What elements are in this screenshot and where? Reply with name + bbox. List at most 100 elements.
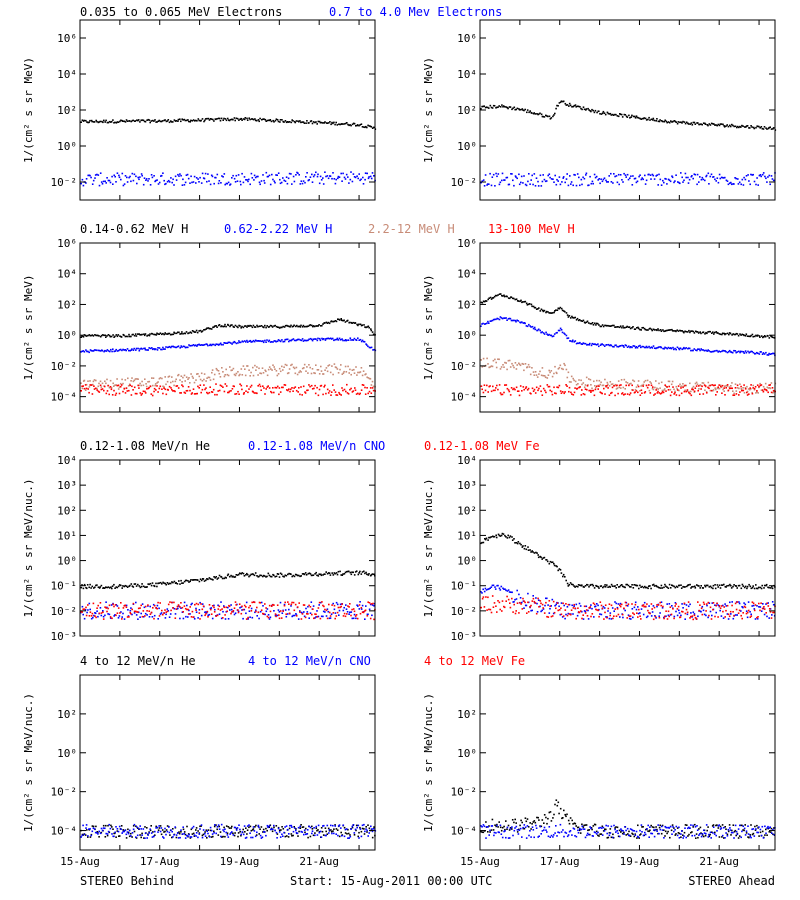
data-point [115,586,118,588]
data-point [540,185,543,187]
data-point [482,596,485,598]
data-point [480,385,483,387]
data-point [239,606,241,609]
data-point [295,366,298,369]
data-point [598,385,600,387]
data-point [701,385,703,388]
data-point [738,584,741,587]
data-point [179,118,181,120]
y-tick-label: 10⁰ [457,555,477,568]
data-point [185,579,188,582]
data-point [749,335,752,338]
data-point [644,117,647,120]
data-point [488,183,490,185]
data-point [558,366,561,369]
data-point [242,118,245,120]
data-point [200,614,203,617]
data-point [184,607,187,610]
data-point [732,617,735,620]
data-point [528,303,531,305]
data-point [724,603,726,605]
data-point [164,348,166,350]
data-point [756,391,758,393]
data-point [269,341,272,343]
data-point [230,574,232,577]
data-point [656,604,658,606]
y-tick-label: 10⁻⁴ [451,391,478,404]
data-point [527,611,530,613]
data-point [366,172,368,175]
data-point [536,602,538,605]
data-point [545,115,548,117]
data-point [281,365,283,368]
data-point [316,574,318,577]
data-point [742,125,744,127]
data-point [618,183,620,186]
data-point [283,576,285,578]
data-point [682,347,685,350]
data-point [154,384,156,387]
data-point [531,367,533,369]
data-point [673,330,675,332]
data-point [245,341,247,343]
data-point [104,836,107,838]
data-point [492,536,495,538]
data-point [719,609,721,612]
data-point [684,330,686,333]
data-point [104,349,106,352]
data-point [594,343,597,346]
data-point [103,587,106,589]
data-point [553,372,555,375]
data-point [156,349,159,351]
data-point [341,180,343,182]
data-point [658,587,660,589]
data-point [300,618,303,620]
data-point [262,574,265,577]
data-point [667,587,670,589]
data-point [612,345,614,348]
data-point [273,325,275,327]
data-point [209,183,212,186]
data-point [283,384,286,386]
data-point [772,127,775,129]
data-point [516,602,519,604]
data-point [517,300,520,302]
data-point [269,616,272,619]
data-point [248,575,250,578]
data-point [149,582,152,585]
data-point [726,585,728,587]
data-point [768,126,770,129]
data-point [194,119,197,122]
data-point [287,325,289,327]
data-point [562,602,564,605]
data-point [668,385,670,388]
data-point [155,607,157,609]
data-point [292,366,295,369]
data-point [669,180,672,183]
data-point [284,180,287,182]
data-point [230,604,232,606]
data-point [187,613,190,615]
data-point [258,340,260,342]
data-point [267,340,270,343]
data-point [351,322,353,324]
data-point [232,385,235,387]
data-point [572,394,575,396]
data-point [590,615,592,618]
data-point [554,392,556,394]
data-point [247,324,249,327]
data-point [170,345,173,348]
data-point [312,325,315,327]
data-point [678,348,681,351]
data-point [328,364,331,366]
data-point [545,311,547,314]
data-point [760,126,763,128]
data-point [766,386,769,389]
data-point [511,591,513,594]
data-point [560,613,563,616]
data-point [281,326,283,329]
data-point [495,318,497,321]
data-point [189,345,191,347]
data-point [546,597,548,600]
data-point [363,570,365,573]
